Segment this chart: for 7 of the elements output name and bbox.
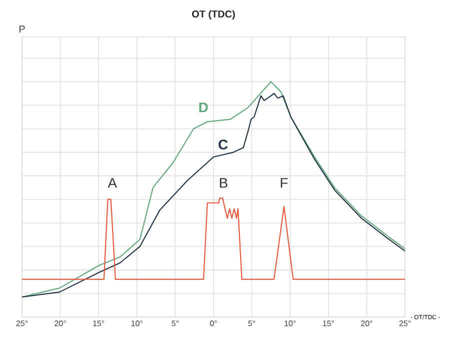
y-axis-title: P <box>19 26 25 32</box>
annotation: B <box>220 178 228 188</box>
chart-title: OT (TDC) <box>192 10 235 20</box>
series-label: C <box>218 140 228 150</box>
annotation: F <box>280 178 288 188</box>
annotation: A <box>108 178 118 188</box>
series-label: D <box>199 102 208 112</box>
